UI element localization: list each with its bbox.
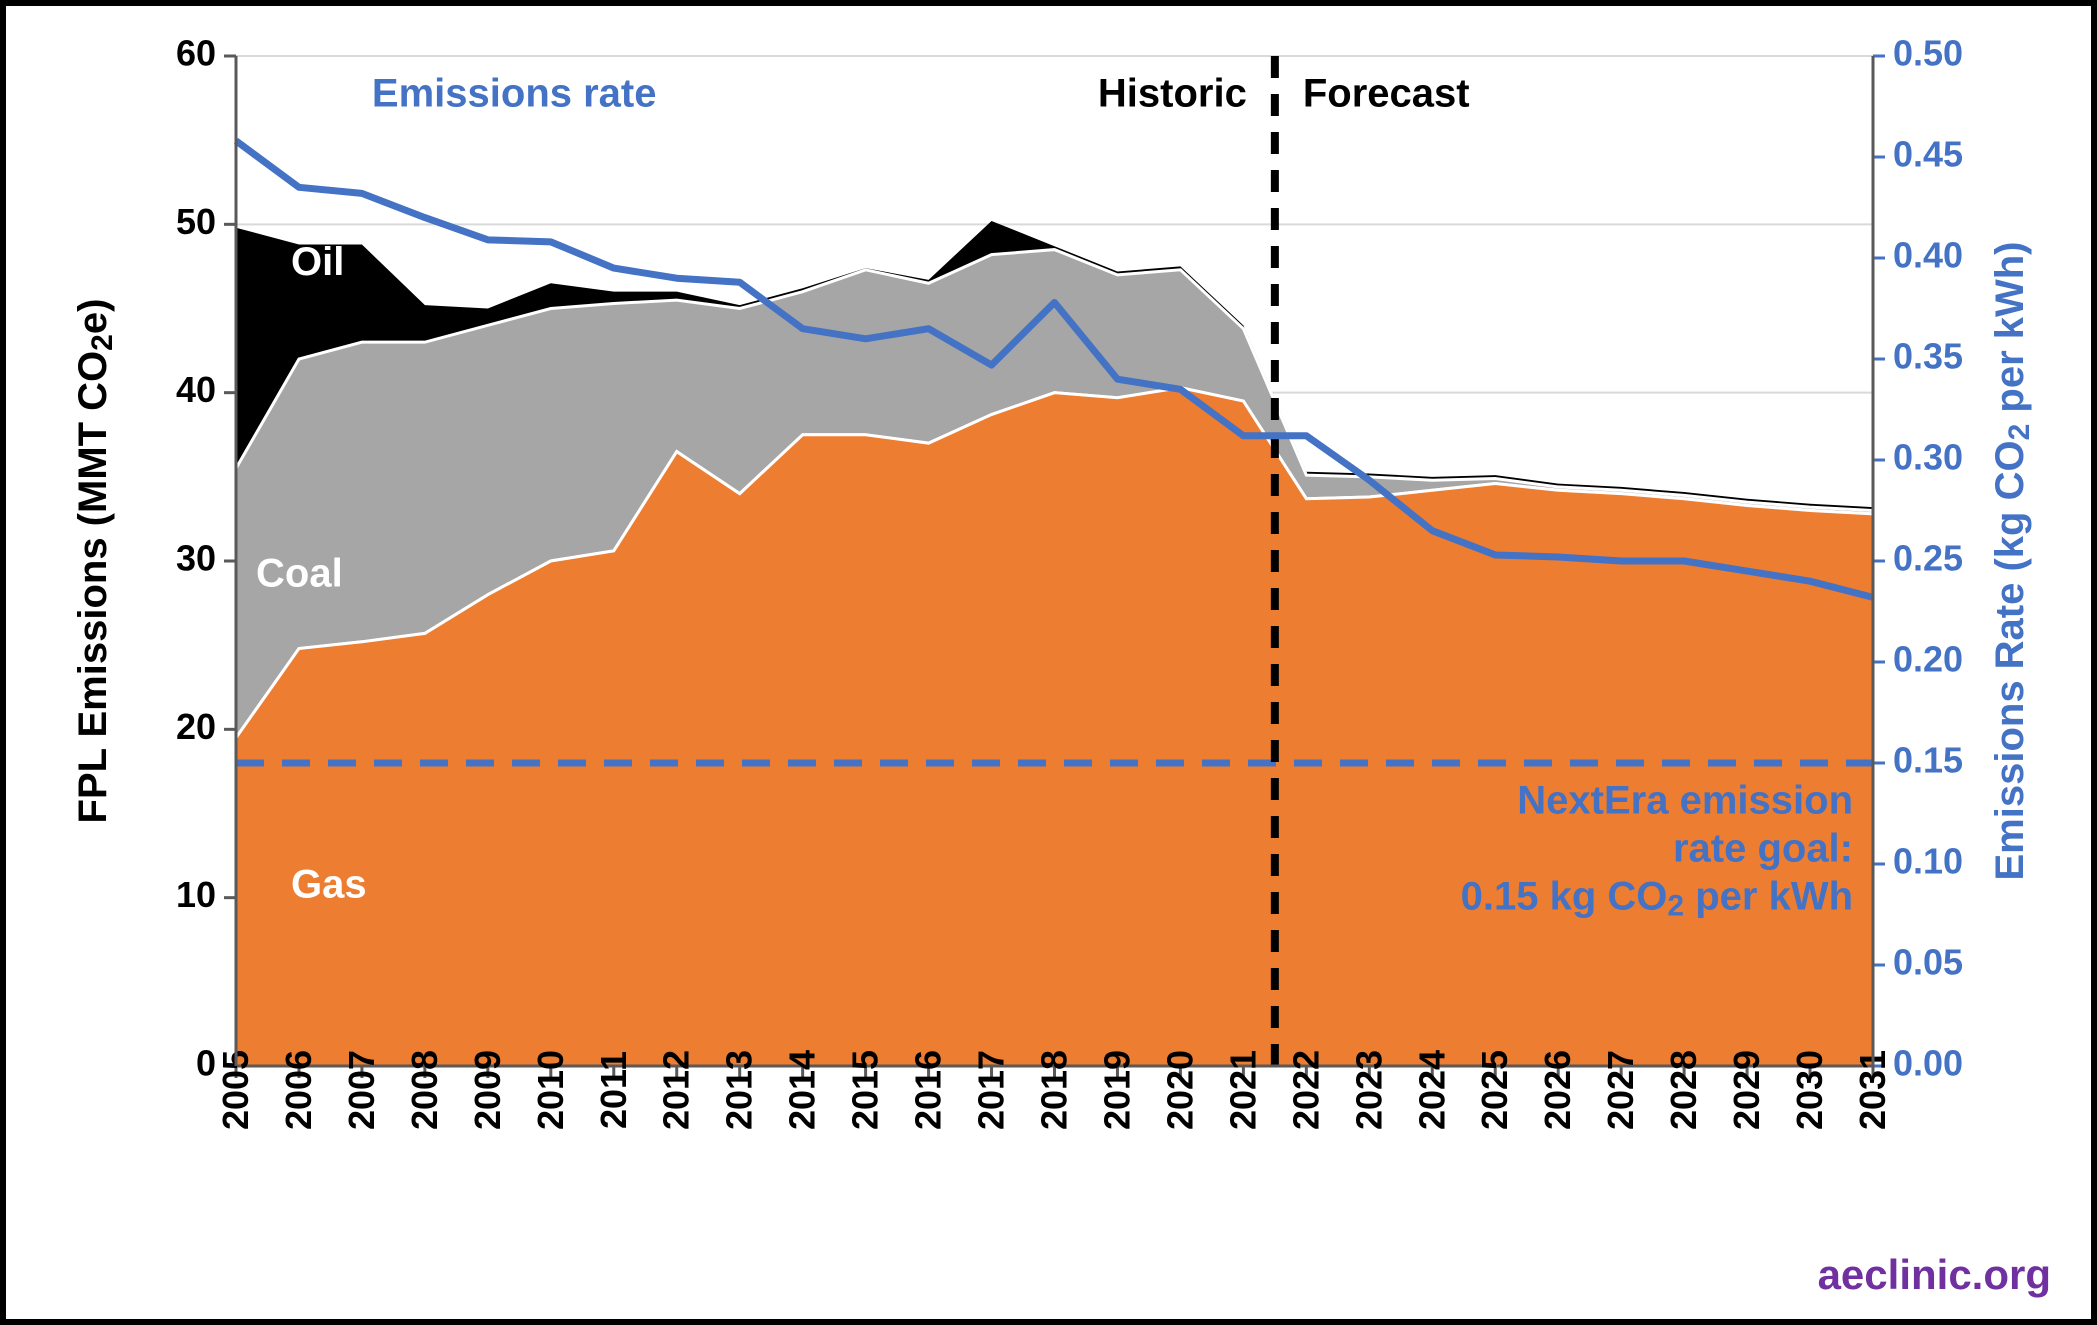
svg-text:2012: 2012 bbox=[656, 1050, 697, 1130]
svg-text:0.30: 0.30 bbox=[1893, 437, 1963, 478]
svg-text:2025: 2025 bbox=[1474, 1050, 1515, 1130]
svg-text:2013: 2013 bbox=[719, 1050, 760, 1130]
svg-text:0.40: 0.40 bbox=[1893, 235, 1963, 276]
svg-text:Emissions rate: Emissions rate bbox=[372, 72, 657, 116]
svg-text:0.10: 0.10 bbox=[1893, 841, 1963, 882]
svg-text:Emissions Rate (kg CO2 per kWh: Emissions Rate (kg CO2 per kWh) bbox=[1988, 241, 2036, 880]
svg-text:rate goal:: rate goal: bbox=[1673, 827, 1853, 871]
svg-text:0.15: 0.15 bbox=[1893, 740, 1963, 781]
svg-text:2010: 2010 bbox=[530, 1050, 571, 1130]
svg-text:2018: 2018 bbox=[1034, 1050, 1075, 1130]
svg-text:2007: 2007 bbox=[341, 1050, 382, 1130]
svg-text:30: 30 bbox=[176, 538, 216, 579]
svg-text:Gas: Gas bbox=[291, 863, 367, 907]
svg-text:10: 10 bbox=[176, 874, 216, 915]
svg-text:0.45: 0.45 bbox=[1893, 134, 1963, 175]
svg-text:0.20: 0.20 bbox=[1893, 639, 1963, 680]
svg-text:2009: 2009 bbox=[467, 1050, 508, 1130]
svg-text:Oil: Oil bbox=[291, 240, 344, 284]
chart-frame: 01020304050600.000.050.100.150.200.250.3… bbox=[0, 0, 2097, 1325]
svg-text:0.25: 0.25 bbox=[1893, 538, 1963, 579]
svg-text:2023: 2023 bbox=[1348, 1050, 1389, 1130]
svg-text:2011: 2011 bbox=[593, 1051, 634, 1129]
svg-text:2022: 2022 bbox=[1285, 1050, 1326, 1130]
svg-text:2019: 2019 bbox=[1096, 1050, 1137, 1130]
svg-text:2030: 2030 bbox=[1789, 1050, 1830, 1130]
source-label: aeclinic.org bbox=[1818, 1251, 2051, 1299]
chart-container: 01020304050600.000.050.100.150.200.250.3… bbox=[46, 36, 2051, 1216]
svg-text:0.15 kg CO2 per kWh: 0.15 kg CO2 per kWh bbox=[1461, 875, 1853, 923]
svg-text:2029: 2029 bbox=[1726, 1050, 1767, 1130]
svg-text:0.00: 0.00 bbox=[1893, 1043, 1963, 1084]
svg-text:0: 0 bbox=[196, 1043, 216, 1084]
svg-text:2028: 2028 bbox=[1663, 1050, 1704, 1130]
svg-text:2026: 2026 bbox=[1537, 1050, 1578, 1130]
svg-text:Coal: Coal bbox=[256, 551, 343, 595]
svg-text:2014: 2014 bbox=[782, 1050, 823, 1130]
svg-text:0.50: 0.50 bbox=[1893, 36, 1963, 74]
svg-text:2021: 2021 bbox=[1222, 1050, 1263, 1130]
emissions-chart: 01020304050600.000.050.100.150.200.250.3… bbox=[46, 36, 2063, 1216]
svg-text:2027: 2027 bbox=[1600, 1050, 1641, 1130]
svg-text:Forecast: Forecast bbox=[1303, 72, 1470, 116]
svg-text:2017: 2017 bbox=[971, 1050, 1012, 1130]
svg-text:FPL Emissions (MMT CO2e): FPL Emissions (MMT CO2e) bbox=[71, 299, 119, 824]
svg-text:NextEra emission: NextEra emission bbox=[1517, 779, 1853, 823]
svg-text:2020: 2020 bbox=[1159, 1050, 1200, 1130]
svg-text:20: 20 bbox=[176, 706, 216, 747]
svg-text:2024: 2024 bbox=[1411, 1050, 1452, 1130]
svg-text:2006: 2006 bbox=[278, 1050, 319, 1130]
svg-text:0.05: 0.05 bbox=[1893, 942, 1963, 983]
svg-text:0.35: 0.35 bbox=[1893, 336, 1963, 377]
svg-text:2016: 2016 bbox=[908, 1050, 949, 1130]
svg-text:60: 60 bbox=[176, 36, 216, 74]
svg-text:50: 50 bbox=[176, 201, 216, 242]
svg-text:2015: 2015 bbox=[845, 1050, 886, 1130]
svg-text:40: 40 bbox=[176, 369, 216, 410]
svg-text:2008: 2008 bbox=[404, 1050, 445, 1130]
svg-text:Historic: Historic bbox=[1098, 72, 1247, 116]
